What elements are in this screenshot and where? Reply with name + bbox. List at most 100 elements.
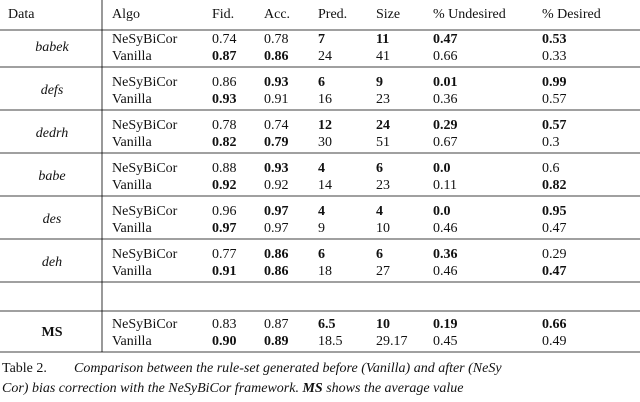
table-cell: 4 <box>376 204 383 219</box>
dataset-label: defs <box>41 83 64 98</box>
table-cell: 12 <box>318 118 332 133</box>
table-cell: 0.77 <box>212 247 237 262</box>
table-cell: 29.17 <box>376 334 408 349</box>
table-cell: 0.11 <box>433 178 457 193</box>
dataset-label: babek <box>35 40 69 55</box>
table-cell: 0.86 <box>264 247 289 262</box>
table-cell: 0.74 <box>212 32 237 47</box>
dataset-label: babe <box>38 169 65 184</box>
table-cell: 0.36 <box>433 247 458 262</box>
table-cell: 27 <box>376 264 390 279</box>
table-cell: 0.90 <box>212 334 237 349</box>
table-cell: 0.47 <box>542 264 567 279</box>
table-cell: 41 <box>376 49 390 64</box>
table-cell: 0.99 <box>542 75 567 90</box>
caption-label: Table 2. <box>2 361 47 376</box>
column-header: % Undesired <box>433 7 506 22</box>
table-cell: 0.82 <box>212 135 237 150</box>
table-cell: 0.92 <box>264 178 289 193</box>
table-cell: 0.46 <box>433 221 458 236</box>
table-cell: 10 <box>376 221 390 236</box>
table-cell: 10 <box>376 317 390 332</box>
algo-name: NeSyBiCor <box>112 317 178 332</box>
table-cell: 0.47 <box>433 32 458 47</box>
table-cell: 0.97 <box>264 221 289 236</box>
table-cell: 9 <box>318 221 325 236</box>
table-cell: 14 <box>318 178 332 193</box>
table-cell: 0.83 <box>212 317 237 332</box>
table-cell: 0.66 <box>542 317 567 332</box>
column-header: % Desired <box>542 7 601 22</box>
table-cell: 24 <box>318 49 332 64</box>
table-cell: 0.95 <box>542 204 567 219</box>
algo-name: NeSyBiCor <box>112 204 178 219</box>
column-header: Fid. <box>212 7 234 22</box>
table-cell: 0.97 <box>212 221 237 236</box>
table-cell: 0.57 <box>542 118 567 133</box>
algo-name: NeSyBiCor <box>112 75 178 90</box>
table-cell: 0.66 <box>433 49 458 64</box>
table-cell: 4 <box>318 161 325 176</box>
table-cell: 0.82 <box>542 178 567 193</box>
table-cell: 0.89 <box>264 334 289 349</box>
table-cell: 6 <box>318 75 325 90</box>
table-cell: 0.36 <box>433 92 458 107</box>
table-cell: 0.33 <box>542 49 567 64</box>
table-cell: 7 <box>318 32 325 47</box>
caption-line: Comparison between the rule-set generate… <box>74 361 502 376</box>
table-cell: 0.46 <box>433 264 458 279</box>
table-cell: 0.79 <box>264 135 289 150</box>
table-cell: 11 <box>376 32 389 47</box>
table-cell: 0.3 <box>542 135 560 150</box>
dataset-label: MS <box>42 325 63 340</box>
caption-emphasis: MS <box>301 381 322 396</box>
caption-text: shows the average value <box>326 381 463 396</box>
column-header: Acc. <box>264 7 290 22</box>
column-header: Algo <box>112 7 140 22</box>
dataset-label: des <box>43 212 62 227</box>
column-header: Pred. <box>318 7 347 22</box>
table-cell: 24 <box>376 118 390 133</box>
table-cell: 0.87 <box>264 317 289 332</box>
table-cell: 0.6 <box>542 161 560 176</box>
table-cell: 0.88 <box>212 161 237 176</box>
dataset-label: dedrh <box>36 126 68 141</box>
table-cell: 0.97 <box>264 204 289 219</box>
table-cell: 0.91 <box>212 264 237 279</box>
table-cell: 0.01 <box>433 75 458 90</box>
table-cell: 0.92 <box>212 178 237 193</box>
table-cell: 0.86 <box>264 264 289 279</box>
table-cell: 18.5 <box>318 334 343 349</box>
algo-name: Vanilla <box>112 178 152 193</box>
table-cell: 0.86 <box>264 49 289 64</box>
table-cell: 6 <box>376 161 383 176</box>
algo-name: NeSyBiCor <box>112 32 178 47</box>
table-cell: 6 <box>318 247 325 262</box>
dataset-label: deh <box>42 255 62 270</box>
table-cell: 6.5 <box>318 317 336 332</box>
table-cell: 23 <box>376 178 390 193</box>
table-cell: 30 <box>318 135 332 150</box>
column-header: Data <box>8 7 35 22</box>
algo-name: Vanilla <box>112 49 152 64</box>
table-cell: 18 <box>318 264 332 279</box>
table-cell: 0.0 <box>433 204 451 219</box>
table-cell: 6 <box>376 247 383 262</box>
algo-name: NeSyBiCor <box>112 161 178 176</box>
table-cell: 0.87 <box>212 49 237 64</box>
column-header: Size <box>376 7 400 22</box>
table-cell: 0.53 <box>542 32 567 47</box>
table-cell: 16 <box>318 92 332 107</box>
table-cell: 0.57 <box>542 92 567 107</box>
table-cell: 51 <box>376 135 390 150</box>
table-cell: 0.47 <box>542 221 567 236</box>
table-cell: 4 <box>318 204 325 219</box>
algo-name: NeSyBiCor <box>112 118 178 133</box>
table-cell: 0.19 <box>433 317 458 332</box>
table-cell: 0.93 <box>264 161 289 176</box>
table-cell: 0.91 <box>264 92 289 107</box>
table-cell: 0.78 <box>212 118 237 133</box>
algo-name: NeSyBiCor <box>112 247 178 262</box>
algo-name: Vanilla <box>112 264 152 279</box>
